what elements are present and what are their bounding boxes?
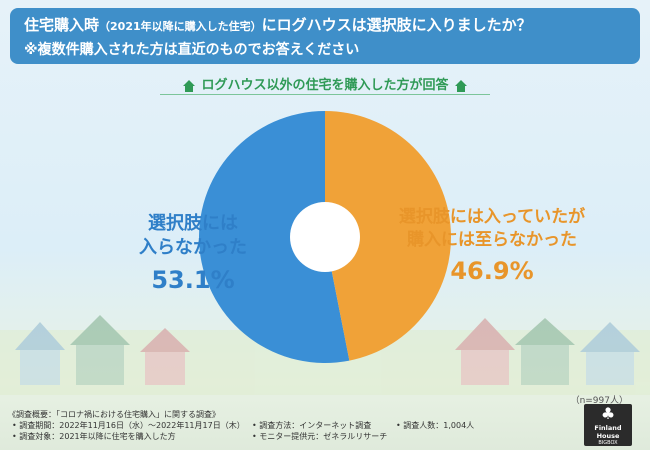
question-note: ※複数件購入された方は直近のものでお答えください — [24, 42, 360, 58]
question-prefix: 住宅購入時 — [24, 16, 100, 34]
slice-label-left: 選択肢には 入らなかった 53.1% — [128, 212, 258, 292]
logo-line1: Finland House — [594, 424, 622, 440]
slice-value-left: 53.1% — [151, 266, 235, 294]
slice-value-right: 46.9% — [450, 257, 534, 285]
question-paren: （2021年以降に購入した住宅） — [99, 20, 262, 33]
subtitle-text: ログハウス以外の住宅を購入した方が回答 — [201, 78, 449, 93]
slice-label-left-line1: 選択肢には — [148, 213, 238, 234]
chart-subtitle: ログハウス以外の住宅を購入した方が回答 — [0, 74, 650, 93]
question-suffix: にログハウスは選択肢に入りましたか？ — [261, 16, 532, 34]
survey-method: • 調査方法：インターネット調査 — [252, 421, 372, 430]
subtitle-underline — [160, 94, 490, 95]
house-icon — [183, 79, 196, 92]
question-line: 住宅購入時（2021年以降に購入した住宅）にログハウスは選択肢に入りましたか？ — [24, 14, 532, 35]
slice-label-right-line1: 選択肢には入っていたが — [398, 207, 586, 227]
logo-line2: BIGBOX — [598, 440, 618, 446]
sample-size: （n=997人） — [570, 396, 628, 406]
survey-provider: • モニター提供元：ゼネラルリサーチ — [252, 432, 388, 441]
slice-label-right: 選択肢には入っていたが 購入には至らなかった 46.9% — [372, 206, 612, 283]
donut-hole — [290, 202, 360, 272]
tree-icon: ♣ — [600, 404, 616, 423]
house-icon — [454, 79, 467, 92]
slice-label-left-line2: 入らなかった — [139, 237, 247, 258]
survey-overview: 《調査概要：「コロナ禍における住宅購入」に関する調査》 — [8, 410, 220, 419]
slice-label-right-line2: 購入には至らなかった — [407, 230, 577, 250]
donut-chart — [199, 111, 452, 363]
survey-count: • 調査人数：1,004人 — [396, 421, 475, 430]
pie-slice-1 — [199, 111, 350, 363]
question-header: 住宅購入時（2021年以降に購入した住宅）にログハウスは選択肢に入りましたか？ … — [10, 8, 640, 64]
pie-slice-2 — [325, 111, 452, 361]
survey-target: • 調査対象：2021年以降に住宅を購入した方 — [12, 432, 176, 441]
survey-period: • 調査期間：2022年11月16日（水）～2022年11月17日（木） — [12, 421, 245, 430]
finland-house-logo: ♣ Finland House BIGBOX — [584, 404, 632, 446]
